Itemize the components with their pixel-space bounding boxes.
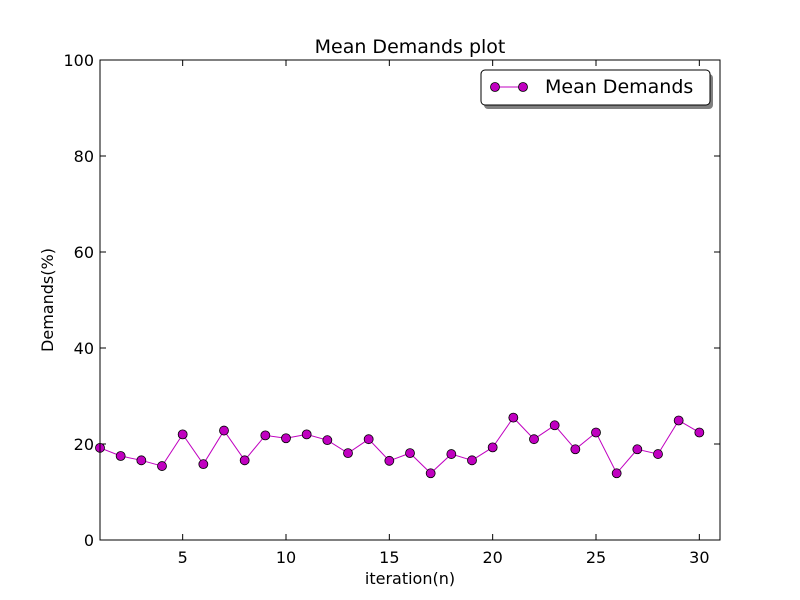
y-tick-label: 100 (63, 51, 94, 70)
y-tick-label: 80 (74, 147, 94, 166)
y-tick-label: 60 (74, 243, 94, 262)
data-point (591, 427, 601, 438)
y-tick-label: 0 (84, 531, 94, 550)
data-point (694, 427, 705, 438)
legend-label: Mean Demands (545, 76, 693, 98)
y-tick-label: 20 (74, 435, 94, 454)
data-point (653, 449, 663, 459)
data-point (487, 442, 498, 453)
data-point (115, 451, 126, 461)
data-point (198, 459, 209, 470)
data-point (136, 455, 147, 466)
chart-title: Mean Demands plot (315, 36, 506, 58)
data-point (570, 444, 581, 455)
x-tick-label: 5 (178, 548, 188, 567)
data-point (343, 448, 353, 459)
series-layer (95, 412, 705, 479)
data-point (446, 449, 457, 459)
data-point (219, 425, 229, 436)
data-point (301, 429, 312, 440)
data-point (405, 448, 415, 459)
data-point (632, 444, 643, 455)
x-tick-label: 30 (689, 548, 709, 567)
x-tick-label: 25 (586, 548, 606, 567)
data-point (384, 455, 395, 466)
data-point (549, 420, 560, 431)
data-point (425, 468, 436, 479)
data-point (157, 461, 167, 471)
data-point (529, 434, 539, 445)
y-axis-label: Demands(%) (38, 248, 57, 352)
legend-box (480, 69, 711, 106)
data-point (281, 433, 291, 444)
data-point (363, 434, 374, 445)
data-point (260, 430, 271, 441)
legend: Mean Demands (480, 69, 713, 109)
x-tick-label: 15 (379, 548, 399, 567)
data-point (673, 415, 684, 426)
data-point (467, 455, 477, 466)
data-point (239, 455, 250, 466)
x-axis-label: iteration(n) (365, 569, 455, 588)
legend-marker (518, 82, 528, 92)
data-point (611, 468, 622, 479)
legend-marker (490, 82, 500, 92)
axis-ticks: 5 10 15 20 25 30 0 20 40 60 80 100 (63, 51, 720, 567)
data-point (177, 429, 188, 440)
x-tick-label: 10 (276, 548, 296, 567)
series-line (99, 416, 700, 475)
plot-frame (99, 59, 721, 541)
x-tick-label: 20 (482, 548, 502, 567)
data-point (508, 412, 519, 423)
y-tick-label: 40 (74, 339, 94, 358)
data-point (322, 435, 333, 446)
